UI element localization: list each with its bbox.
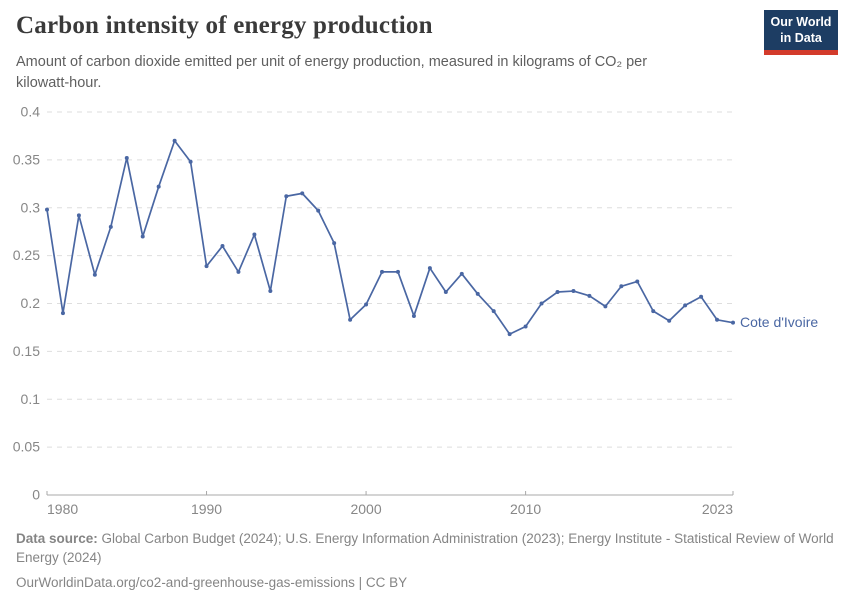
data-point[interactable]: [204, 264, 209, 269]
x-tick-label: 1990: [191, 501, 222, 517]
line-chart-canvas[interactable]: 0 0.05 0.1 0.15 0.2 0.25 0.3 0.35 0.4 1980 1990 200…: [0, 0, 850, 530]
data-point[interactable]: [348, 317, 353, 322]
owid-url-link[interactable]: OurWorldinData.org/co2-and-greenhouse-ga…: [16, 574, 408, 590]
data-point[interactable]: [92, 272, 97, 277]
data-point[interactable]: [699, 294, 704, 299]
data-point[interactable]: [587, 293, 592, 298]
data-point[interactable]: [427, 266, 432, 271]
y-tick-label: 0.15: [13, 343, 40, 359]
data-point[interactable]: [364, 302, 369, 307]
x-tick-label: 2023: [702, 501, 733, 517]
y-tick-label: 0.35: [13, 151, 40, 167]
data-point[interactable]: [172, 138, 177, 143]
page-title: Carbon intensity of energy production: [16, 12, 433, 39]
data-source-line: Data source: Global Carbon Budget (2024)…: [16, 530, 834, 568]
data-point[interactable]: [523, 324, 528, 329]
data-point[interactable]: [731, 320, 735, 325]
data-point[interactable]: [124, 155, 129, 160]
data-point[interactable]: [475, 291, 480, 296]
y-tick-label: 0.3: [21, 199, 41, 215]
data-point[interactable]: [332, 241, 337, 246]
data-point[interactable]: [635, 279, 640, 284]
y-tick-label: 0.2: [21, 295, 41, 311]
y-tick-label: 0.25: [13, 247, 40, 263]
data-point[interactable]: [539, 301, 544, 306]
data-point[interactable]: [443, 290, 448, 295]
owid-logo[interactable]: Our World in Data: [764, 10, 838, 56]
data-point[interactable]: [491, 309, 496, 314]
x-tick-label: 2000: [350, 501, 381, 517]
series-line[interactable]: [46, 139, 734, 335]
data-point[interactable]: [108, 224, 113, 229]
data-point[interactable]: [316, 208, 321, 213]
data-point[interactable]: [380, 269, 385, 274]
data-point[interactable]: [619, 284, 624, 289]
chart-subtitle: Amount of carbon dioxide emitted per uni…: [16, 54, 648, 92]
data-point[interactable]: [571, 289, 576, 294]
y-tick-label: 0.4: [21, 104, 41, 120]
data-point[interactable]: [300, 191, 305, 196]
x-tick-label: 1980: [47, 501, 78, 517]
data-point[interactable]: [715, 317, 720, 322]
data-point[interactable]: [395, 269, 400, 274]
data-point[interactable]: [651, 309, 656, 314]
x-tick-label: 2010: [510, 501, 541, 517]
owid-logo-line2: in Data: [780, 30, 822, 45]
chart-footer: Data source: Global Carbon Budget (2024)…: [16, 530, 834, 593]
y-tick-label: 0: [32, 487, 40, 503]
data-point[interactable]: [140, 234, 145, 239]
entity-label[interactable]: Cote d'Ivoire: [740, 314, 818, 330]
data-point[interactable]: [603, 304, 608, 309]
data-source-text: Global Carbon Budget (2024); U.S. Energy…: [16, 531, 834, 565]
data-point[interactable]: [555, 290, 560, 295]
data-point[interactable]: [683, 303, 688, 308]
y-tick-label: 0.05: [13, 439, 40, 455]
data-point[interactable]: [156, 184, 161, 189]
owid-logo-line1: Our World: [770, 15, 832, 29]
data-point[interactable]: [76, 213, 81, 218]
data-point[interactable]: [236, 269, 241, 274]
data-point[interactable]: [220, 244, 225, 249]
data-point[interactable]: [507, 332, 512, 337]
y-tick-label: 0.1: [21, 391, 41, 407]
data-point[interactable]: [252, 232, 257, 237]
data-point[interactable]: [667, 318, 672, 323]
data-point[interactable]: [411, 313, 416, 318]
data-point[interactable]: [284, 194, 289, 199]
data-point[interactable]: [459, 271, 464, 276]
data-point[interactable]: [45, 207, 49, 212]
data-source-label: Data source:: [16, 531, 98, 546]
data-point[interactable]: [268, 289, 273, 294]
data-point[interactable]: [60, 311, 65, 316]
data-point[interactable]: [188, 159, 193, 164]
